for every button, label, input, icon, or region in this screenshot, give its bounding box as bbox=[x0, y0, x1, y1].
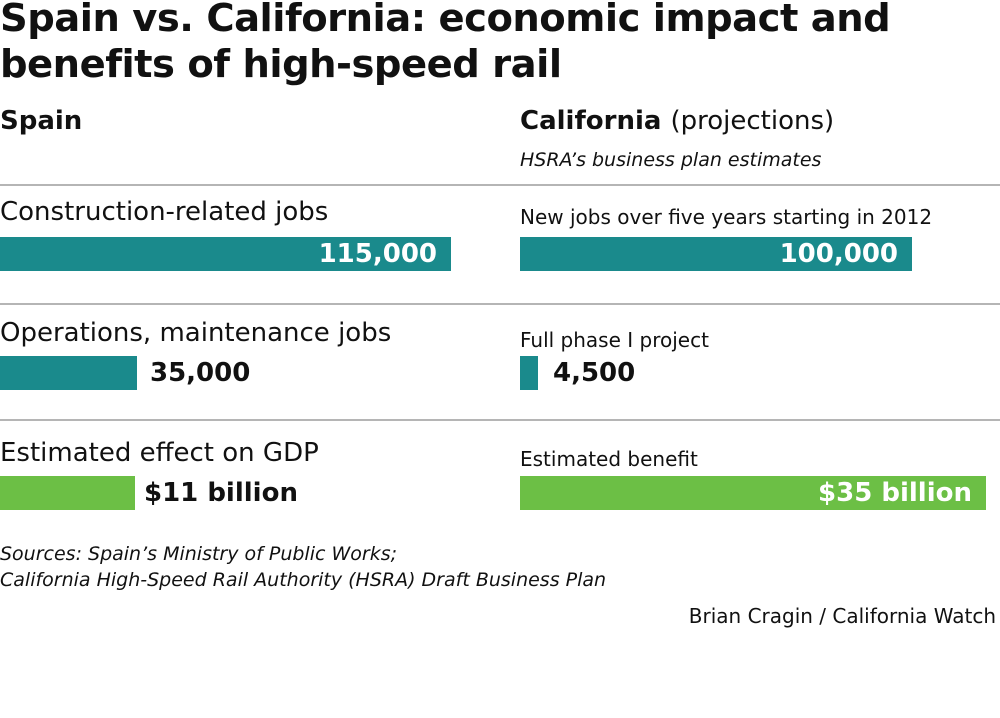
spain-construction-value: 115,000 bbox=[318, 239, 437, 269]
california-newjobs-label: New jobs over five years starting in 201… bbox=[520, 205, 933, 229]
spain-operations-value: 35,000 bbox=[150, 358, 251, 388]
spain-heading: Spain bbox=[0, 106, 83, 136]
california-benefit-value: $35 billion bbox=[818, 478, 972, 508]
california-benefit-bar: $35 billion bbox=[520, 476, 986, 510]
spain-construction-bar: 115,000 bbox=[0, 237, 451, 271]
source-line-2: California High-Speed Rail Authority (HS… bbox=[0, 569, 607, 591]
divider-2 bbox=[0, 303, 1000, 305]
credit: Brian Cragin / California Watch bbox=[688, 604, 996, 628]
divider-1 bbox=[0, 184, 1000, 186]
california-phase1-bar bbox=[520, 356, 538, 390]
california-benefit-label: Estimated benefit bbox=[520, 447, 698, 471]
sources: Sources: Spain’s Ministry of Public Work… bbox=[0, 541, 606, 593]
spain-construction-label: Construction-related jobs bbox=[0, 197, 329, 227]
california-phase1-value: 4,500 bbox=[553, 358, 636, 388]
divider-3 bbox=[0, 419, 1000, 421]
california-note: HSRA’s business plan estimates bbox=[520, 149, 822, 171]
california-subheading: (projections) bbox=[670, 106, 835, 136]
california-heading-text: California bbox=[520, 106, 662, 136]
spain-gdp-label: Estimated effect on GDP bbox=[0, 438, 319, 468]
spain-gdp-bar bbox=[0, 476, 135, 510]
spain-operations-bar bbox=[0, 356, 137, 390]
california-phase1-label: Full phase I project bbox=[520, 328, 709, 352]
spain-gdp-value: $11 billion bbox=[144, 478, 298, 508]
california-newjobs-bar: 100,000 bbox=[520, 237, 912, 271]
spain-operations-label: Operations, maintenance jobs bbox=[0, 318, 392, 348]
california-newjobs-value: 100,000 bbox=[779, 239, 898, 269]
source-line-1: Sources: Spain’s Ministry of Public Work… bbox=[0, 543, 397, 565]
california-heading: California (projections) bbox=[520, 104, 834, 138]
chart-title: Spain vs. California: economic impact an… bbox=[0, 0, 891, 87]
